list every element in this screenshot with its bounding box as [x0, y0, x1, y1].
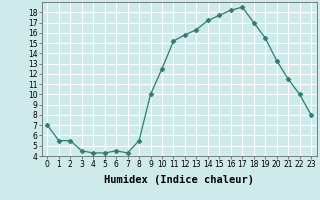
X-axis label: Humidex (Indice chaleur): Humidex (Indice chaleur)	[104, 175, 254, 185]
